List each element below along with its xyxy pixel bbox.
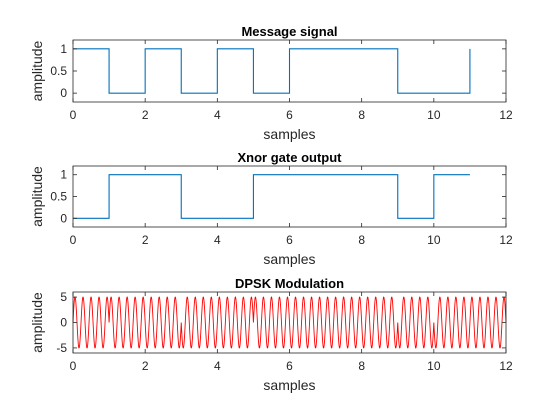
x-tick-label: 8 bbox=[358, 233, 365, 247]
x-tick-label: 0 bbox=[70, 108, 77, 122]
series-line bbox=[73, 174, 470, 219]
y-axis-label: amplitude bbox=[29, 40, 45, 101]
x-tick-label: 0 bbox=[70, 233, 77, 247]
x-tick-label: 12 bbox=[499, 233, 513, 247]
x-tick-label: 4 bbox=[214, 233, 221, 247]
x-tick-label: 4 bbox=[214, 359, 221, 373]
chart-title: DPSK Modulation bbox=[235, 276, 344, 291]
x-tick-label: 10 bbox=[427, 359, 441, 373]
dpsk-modulation-axes: DPSK Modulation samples amplitude 0 2 4 6 8 1… bbox=[29, 276, 513, 393]
x-tick-label: 2 bbox=[142, 359, 149, 373]
x-tick-label: 10 bbox=[427, 233, 441, 247]
y-tick-label: 5 bbox=[60, 290, 67, 304]
y-tick-label: 0.5 bbox=[50, 64, 67, 78]
series-line bbox=[73, 48, 471, 94]
y-tick-label: 1 bbox=[60, 42, 67, 56]
message-signal-axes: Message signal samples amplitude 0 2 4 6 8 10… bbox=[29, 24, 513, 142]
y-tick-label: 0 bbox=[60, 316, 67, 330]
x-tick-label: 6 bbox=[286, 359, 293, 373]
x-tick-label: 12 bbox=[499, 359, 513, 373]
x-tick-label: 10 bbox=[427, 108, 441, 122]
dpsk-waveform bbox=[72, 296, 507, 349]
x-tick-label: 8 bbox=[358, 359, 365, 373]
x-axis-label: samples bbox=[263, 126, 315, 142]
x-axis-label: samples bbox=[263, 377, 315, 393]
y-axis-label: amplitude bbox=[29, 166, 45, 227]
x-axis-label: samples bbox=[263, 251, 315, 267]
y-tick-label: 0 bbox=[60, 86, 67, 100]
x-tick-label: 8 bbox=[358, 108, 365, 122]
x-tick-label: 6 bbox=[286, 108, 293, 122]
y-tick-label: 0.5 bbox=[50, 190, 67, 204]
chart-title: Message signal bbox=[241, 24, 337, 39]
xnor-gate-output-axes: Xnor gate output samples amplitude 0 2 4 6 8… bbox=[29, 150, 513, 267]
x-tick-label: 12 bbox=[499, 108, 513, 122]
y-tick-label: 1 bbox=[60, 168, 67, 182]
x-tick-label: 4 bbox=[214, 108, 221, 122]
y-tick-label: -5 bbox=[56, 341, 67, 355]
y-axis-label: amplitude bbox=[29, 292, 45, 353]
x-tick-label: 2 bbox=[142, 108, 149, 122]
y-tick-label: 0 bbox=[60, 211, 67, 225]
x-tick-label: 0 bbox=[70, 359, 77, 373]
x-tick-label: 6 bbox=[286, 233, 293, 247]
x-tick-label: 2 bbox=[142, 233, 149, 247]
chart-title: Xnor gate output bbox=[238, 150, 343, 165]
